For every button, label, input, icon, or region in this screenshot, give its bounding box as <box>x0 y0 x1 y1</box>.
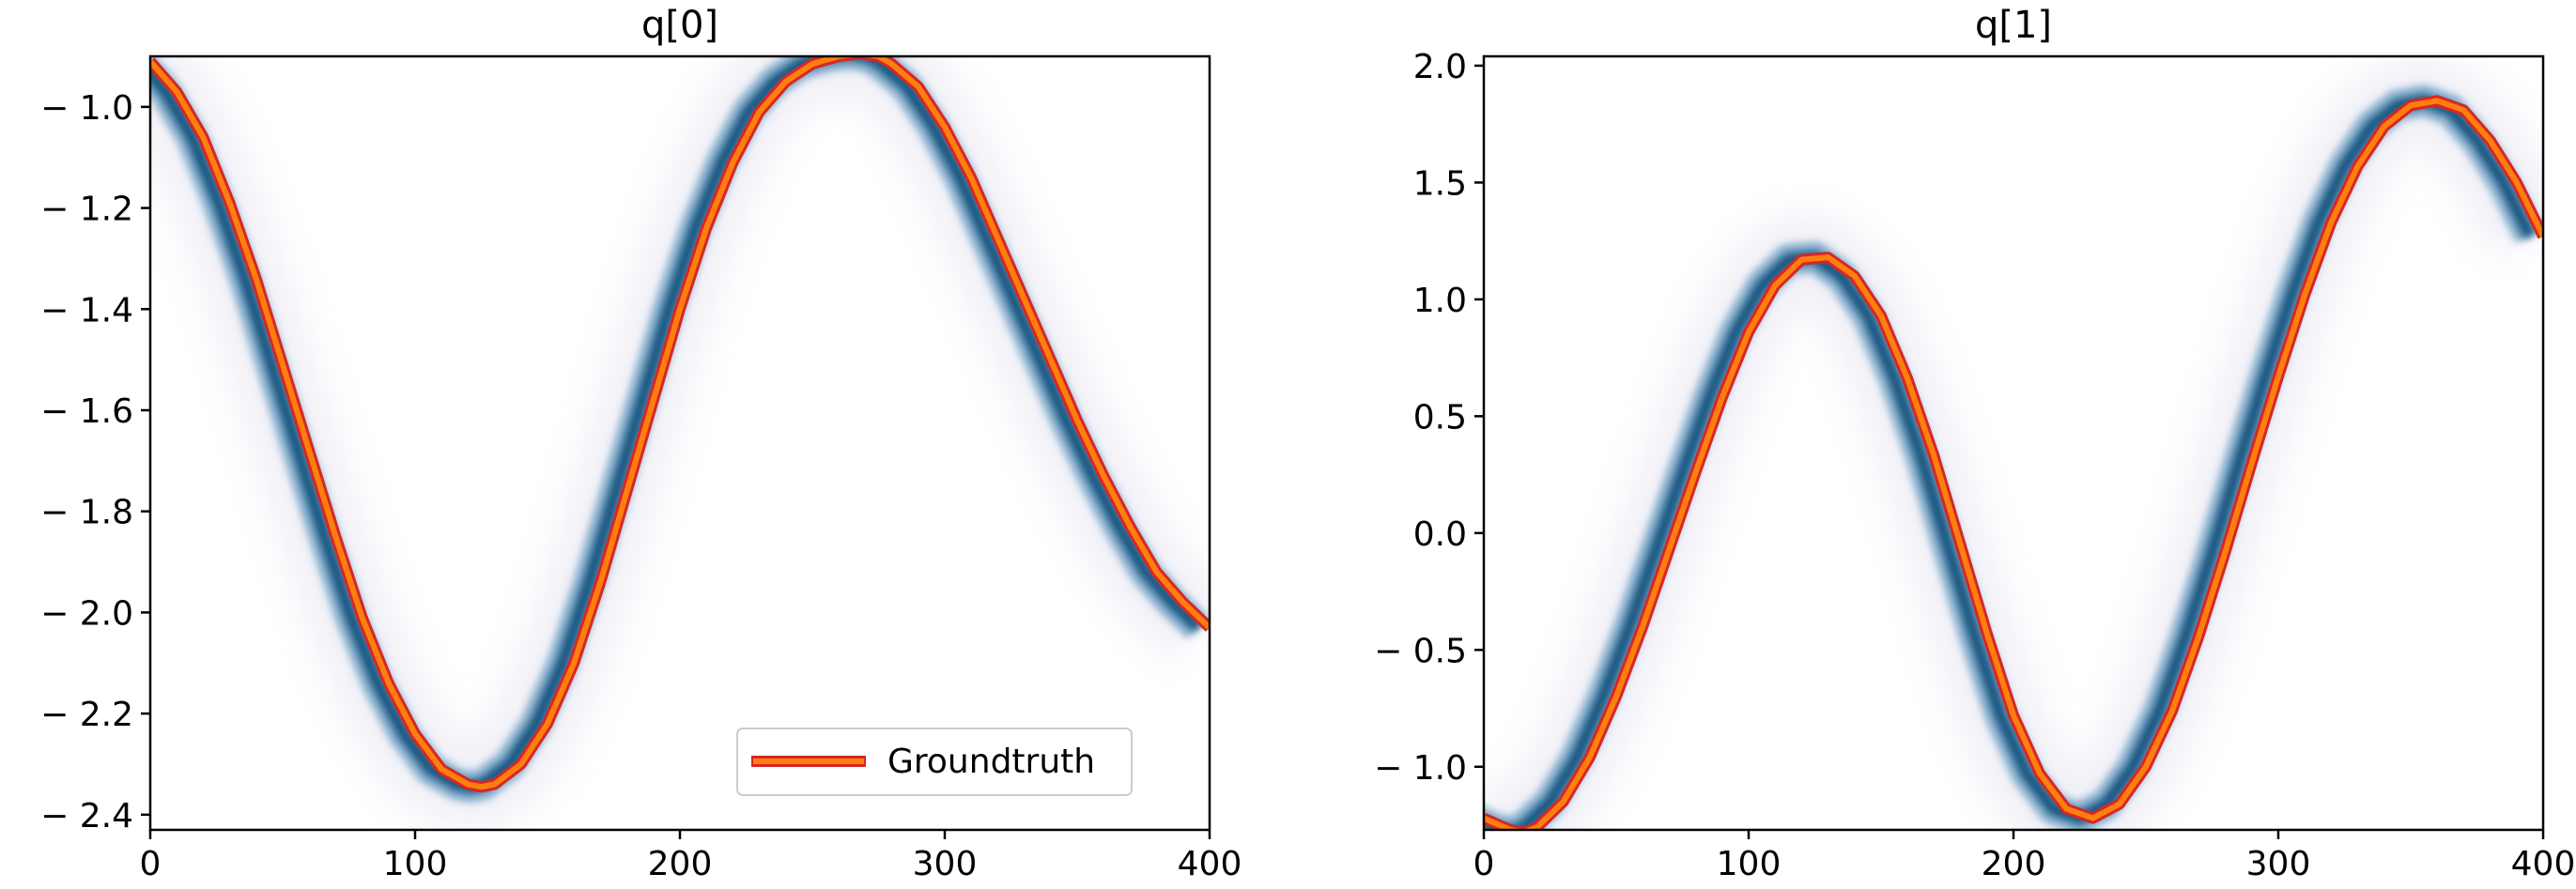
x-tick-label: 0 <box>1473 845 1495 883</box>
panel-title: q[1] <box>1975 4 2052 47</box>
y-tick-label: − 1.6 <box>40 392 133 431</box>
x-tick-label: 300 <box>913 845 978 883</box>
y-tick-label: − 1.4 <box>40 291 133 330</box>
y-axis: 2.0 1.5 1.0 0.5 0.0 − 0.5 − 1.0 <box>1374 48 1484 788</box>
y-tick-label: − 1.2 <box>40 191 133 229</box>
x-tick-label: 300 <box>2246 845 2311 883</box>
panel-title: q[0] <box>641 4 718 47</box>
x-tick-label: 200 <box>1982 845 2046 883</box>
posterior-core <box>1484 94 2537 830</box>
y-tick-label: 1.0 <box>1413 282 1467 320</box>
x-tick-label: 0 <box>140 845 162 883</box>
y-tick-label: − 2.4 <box>40 797 133 835</box>
x-axis: 0 100 200 300 400 <box>140 830 1242 883</box>
y-tick-label: 2.0 <box>1413 48 1467 86</box>
y-axis: − 1.0 − 1.2 − 1.4 − 1.6 − 1.8 − 2.0 − 2.2 − 2.4 <box>40 89 150 835</box>
y-tick-label: − 1.0 <box>40 89 133 128</box>
x-tick-label: 100 <box>383 845 448 883</box>
plot-area <box>1484 58 2543 830</box>
posterior-core <box>150 56 1203 794</box>
legend-box <box>736 728 1133 796</box>
legend: Groundtruth <box>736 728 1133 796</box>
groundtruth-line <box>150 56 1210 790</box>
x-tick-label: 100 <box>1717 845 1782 883</box>
panel-q0: q[0] 0 100 200 300 400 − 1.0− 1.2− 1.4− 1.6−… <box>40 4 1242 883</box>
y-tick-label: 0.5 <box>1413 398 1467 437</box>
y-tick-label: − 1.0 <box>1374 749 1467 788</box>
x-tick-label: 200 <box>648 845 713 883</box>
y-tick-label: 0.0 <box>1413 515 1467 554</box>
groundtruth-line <box>1484 98 2543 830</box>
y-tick-label: − 2.2 <box>40 696 133 734</box>
x-tick-label: 400 <box>1178 845 1242 883</box>
x-tick-label: 400 <box>2511 845 2576 883</box>
y-tick-label: − 0.5 <box>1374 632 1467 670</box>
panel-q1: q[1] 0 100 200 300 400 2.0 1.5 1.0 0.5 0.0 − 0.5 −… <box>1374 4 2575 883</box>
plot-area <box>150 56 1210 830</box>
y-tick-label: − 1.8 <box>40 494 133 532</box>
y-tick-label: 1.5 <box>1413 164 1467 203</box>
y-tick-label: − 2.0 <box>40 594 133 633</box>
x-axis: 0 100 200 300 400 <box>1473 830 2576 883</box>
legend-label: Groundtruth <box>887 743 1095 781</box>
